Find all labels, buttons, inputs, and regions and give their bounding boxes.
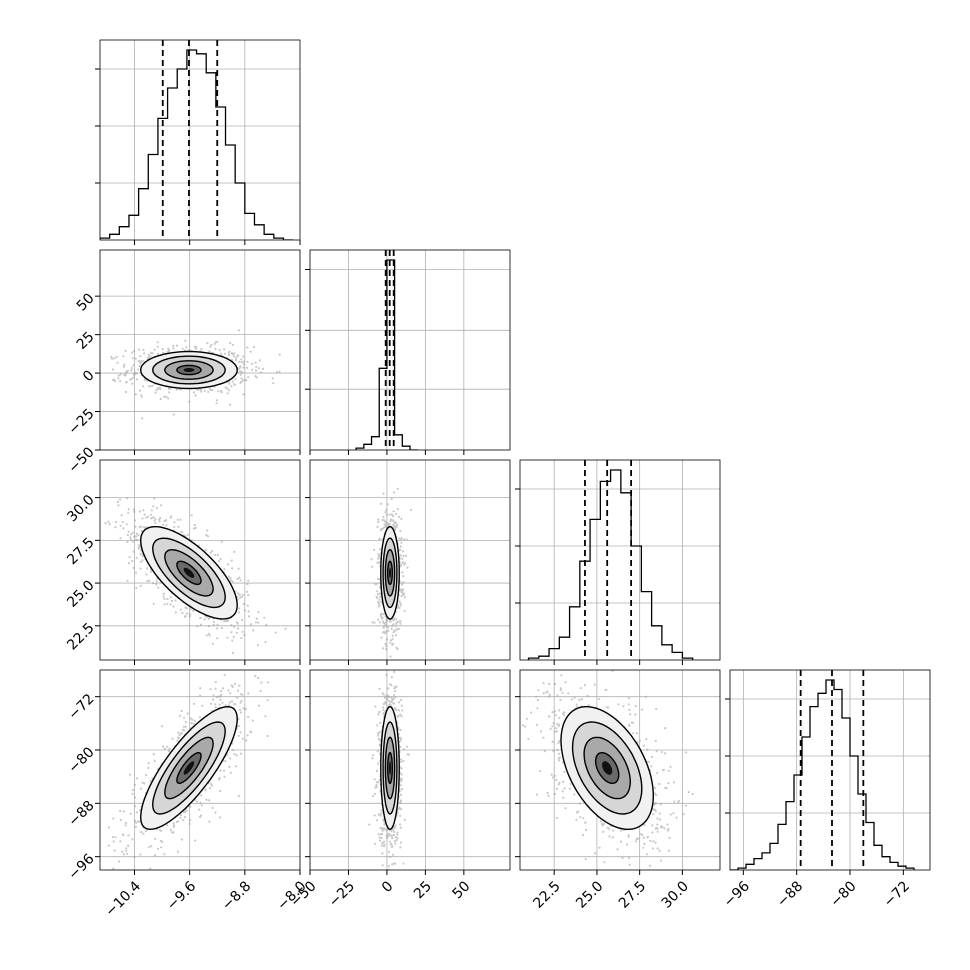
contour-line <box>164 360 214 380</box>
x-tick-label-2-3: 30.0 <box>659 878 692 911</box>
y-tick-label-1-4: 50 <box>74 290 98 314</box>
x-tick-label-1-2: 0 <box>379 878 397 896</box>
contour-line <box>594 752 620 784</box>
panel-frame <box>309 459 511 661</box>
y-tick-label-2-1: 25.0 <box>64 577 97 610</box>
hist-panel-2 <box>515 459 721 665</box>
x-tick-label-3-3: −72 <box>881 878 913 910</box>
contour-line <box>152 537 226 609</box>
panel-frame <box>309 669 511 871</box>
contour-line <box>139 526 238 620</box>
density-panel-1-0 <box>100 250 300 450</box>
panel-frame <box>519 669 721 871</box>
contour-line <box>176 364 202 376</box>
contour-line <box>152 721 226 815</box>
x-tick-label-0-1: −9.6 <box>164 878 199 913</box>
contour-line <box>139 705 238 831</box>
x-tick-label-0-2: −8.8 <box>219 878 254 913</box>
hist-panel-3 <box>725 669 931 875</box>
panel-frame <box>99 39 301 241</box>
y-tick-label-1-2: 0 <box>80 367 98 385</box>
x-tick-label-2-1: 25.0 <box>573 878 606 911</box>
contour-line <box>560 706 655 830</box>
panel-axes-3-2 <box>515 669 721 875</box>
density-panel-2-1 <box>310 460 510 660</box>
density-panel-3-2 <box>520 670 720 870</box>
panel-frame <box>99 459 301 661</box>
density-peak <box>183 567 195 578</box>
contour-line <box>164 549 214 597</box>
contour-line <box>387 752 393 784</box>
x-tick-label-1-4: 50 <box>450 878 474 902</box>
contour-line <box>380 705 400 831</box>
histogram-series <box>730 679 915 870</box>
panel-frame <box>729 669 931 871</box>
y-tick-label-1-1: −25 <box>65 406 97 438</box>
contour-line <box>384 736 396 800</box>
panel-frame <box>519 459 721 661</box>
contour-line <box>380 525 400 620</box>
contour-line <box>583 736 632 800</box>
density-panel-3-1 <box>310 670 510 870</box>
x-tick-label-3-1: −88 <box>774 878 806 910</box>
contour-line <box>571 721 643 815</box>
panel-frame <box>99 249 301 451</box>
contour-line <box>139 350 238 390</box>
density-peak <box>183 761 195 775</box>
y-tick-label-1-0: −50 <box>65 444 97 476</box>
panel-axes-1-0 <box>95 249 301 455</box>
hist-panel-1 <box>305 249 511 455</box>
contour-line <box>176 560 202 586</box>
panel-frame <box>309 249 511 451</box>
x-tick-label-2-0: 22.5 <box>530 878 563 911</box>
contour-line <box>176 752 202 784</box>
x-tick-label-1-3: 25 <box>411 878 435 902</box>
hist-panel-0 <box>95 39 301 245</box>
y-tick-label-2-2: 27.5 <box>64 535 97 568</box>
panel-axes-2-0 <box>95 459 301 665</box>
contour-line <box>382 721 398 815</box>
x-tick-label-2-2: 27.5 <box>616 878 649 911</box>
y-tick-label-3-0: −96 <box>65 851 97 883</box>
contour-line <box>164 736 214 800</box>
y-tick-label-1-3: 25 <box>74 329 98 353</box>
density-peak <box>602 761 613 775</box>
y-tick-label-3-2: −80 <box>65 744 97 776</box>
y-tick-label-3-3: −72 <box>65 691 97 723</box>
x-tick-label-0-0: −10.4 <box>102 878 144 920</box>
panel-axes-3-0 <box>95 669 301 875</box>
density-panel-3-0 <box>100 670 300 870</box>
y-tick-label-2-0: 22.5 <box>64 620 97 653</box>
y-tick-label-3-1: −88 <box>65 798 97 830</box>
contour-line <box>384 548 396 597</box>
density-peak <box>389 761 391 775</box>
panel-axes-2-1 <box>305 459 511 665</box>
panel-frame <box>99 669 301 871</box>
density-peak <box>183 368 195 372</box>
x-tick-label-1-1: −25 <box>326 878 358 910</box>
contour-line <box>382 537 398 609</box>
histogram-series <box>100 49 294 240</box>
y-tick-label-2-3: 30.0 <box>64 492 97 525</box>
density-peak <box>389 567 391 578</box>
histogram-series <box>527 469 694 660</box>
density-panel-2-0 <box>100 460 300 660</box>
x-tick-label-3-0: −96 <box>721 878 753 910</box>
contour-line <box>152 355 226 385</box>
histogram-series <box>355 259 418 450</box>
panel-axes-3-1 <box>305 669 511 875</box>
x-tick-label-3-2: −80 <box>827 878 859 910</box>
contour-line <box>387 560 393 586</box>
